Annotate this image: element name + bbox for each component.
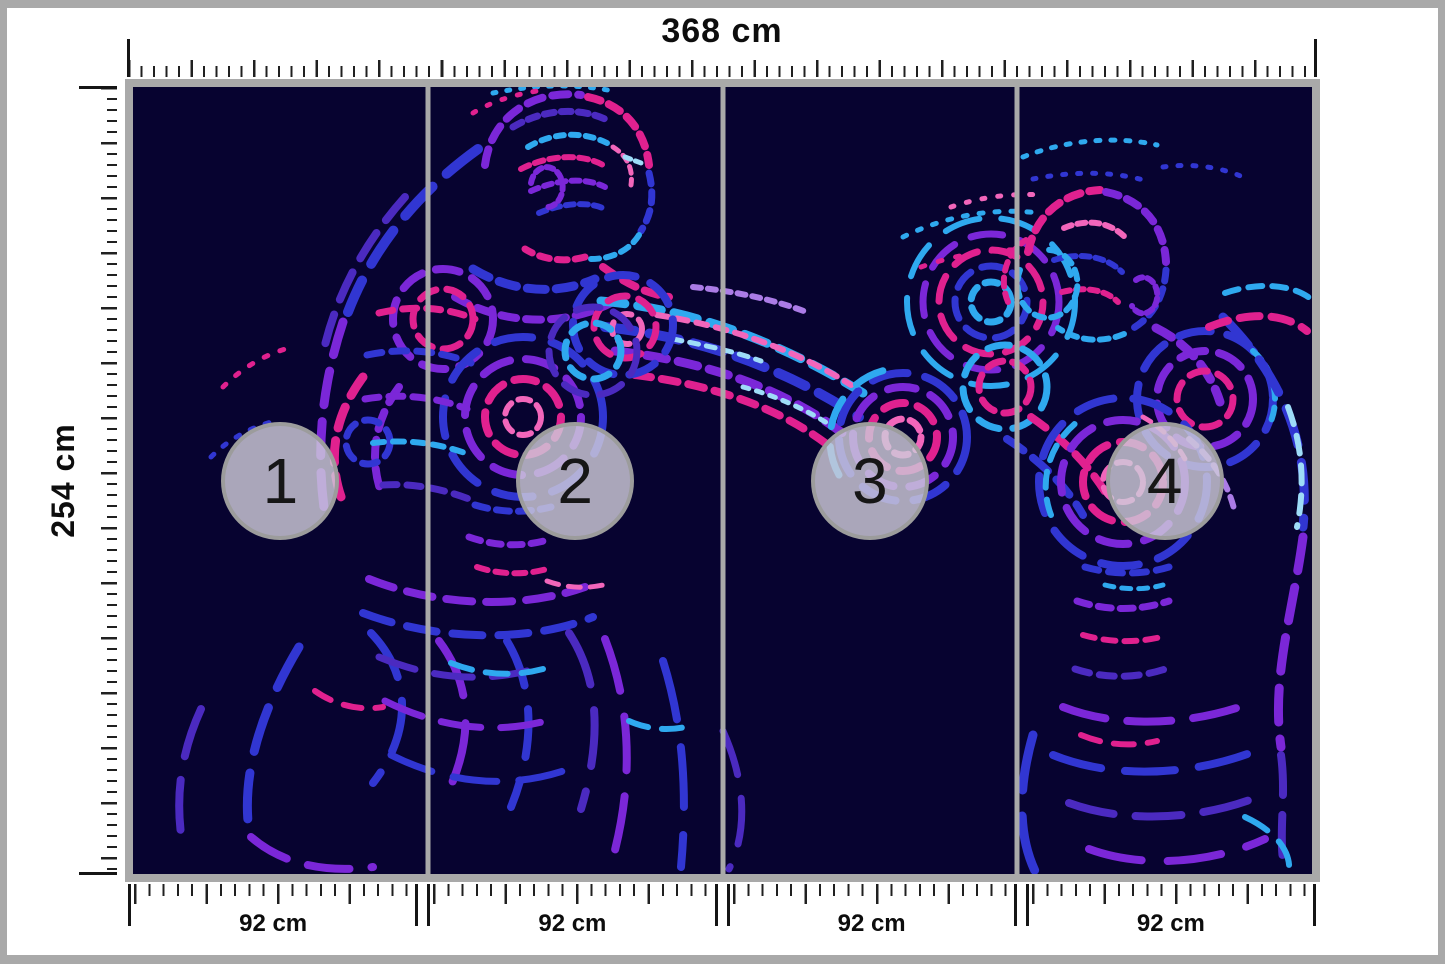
ruler-boundary-tick [1025, 884, 1029, 926]
panel-divider [1014, 87, 1020, 874]
panel-number: 3 [852, 444, 888, 517]
ruler-boundary-tick [714, 884, 718, 926]
panel-width-label: 92 cm [239, 910, 308, 937]
top-ruler-left-end-tick [127, 39, 130, 77]
mural-frame: 1 2 3 4 [125, 79, 1320, 882]
panel-divider [720, 87, 725, 874]
panel-number-badge: 2 [516, 421, 635, 540]
ruler-medium-ticks [433, 884, 712, 904]
top-ruler-right-end-tick [1314, 39, 1317, 77]
boxers-neon-artwork [175, 87, 1312, 874]
ruler-boundary-tick [726, 884, 730, 926]
panel-width-ruler-segment: 92 cm [427, 884, 718, 948]
left-height-ruler [79, 86, 117, 875]
panel-number-badge: 1 [221, 421, 340, 540]
bottom-panel-rulers: 92 cm 92 cm 92 cm 92 cm [128, 884, 1316, 948]
top-width-ruler [127, 39, 1317, 77]
ruler-medium-ticks [134, 884, 413, 904]
ruler-boundary-tick [1313, 884, 1316, 926]
panel-width-label: 92 cm [837, 910, 906, 937]
panel-width-ruler-segment: 92 cm [1025, 884, 1316, 948]
ruler-medium-ticks [732, 884, 1011, 904]
ruler-boundary-tick [1013, 884, 1017, 926]
ruler-boundary-tick [128, 884, 131, 926]
left-ruler-medium-ticks [101, 87, 117, 874]
panel-width-ruler-segment: 92 cm [128, 884, 419, 948]
panel-divider [425, 87, 431, 874]
left-ruler-bottom-end-tick [79, 872, 117, 875]
ruler-medium-ticks [1031, 884, 1310, 904]
panel-number: 4 [1146, 444, 1183, 517]
panel-width-ruler-segment: 92 cm [726, 884, 1017, 948]
panel-width-label: 92 cm [1136, 910, 1205, 937]
panel-number: 2 [557, 444, 593, 517]
panel-number-badge: 3 [810, 421, 929, 540]
ruler-boundary-tick [415, 884, 419, 926]
total-width-label: 368 cm [661, 12, 783, 50]
ruler-boundary-tick [427, 884, 431, 926]
total-height-text: 254 cm [44, 423, 81, 538]
panel-width-label: 92 cm [538, 910, 607, 937]
panel-number: 1 [262, 444, 299, 517]
panel-number-badge: 4 [1105, 421, 1224, 540]
left-ruler-top-end-tick [79, 86, 117, 89]
top-ruler-medium-ticks [128, 60, 1316, 77]
mural-image: 1 2 3 4 [133, 87, 1312, 874]
